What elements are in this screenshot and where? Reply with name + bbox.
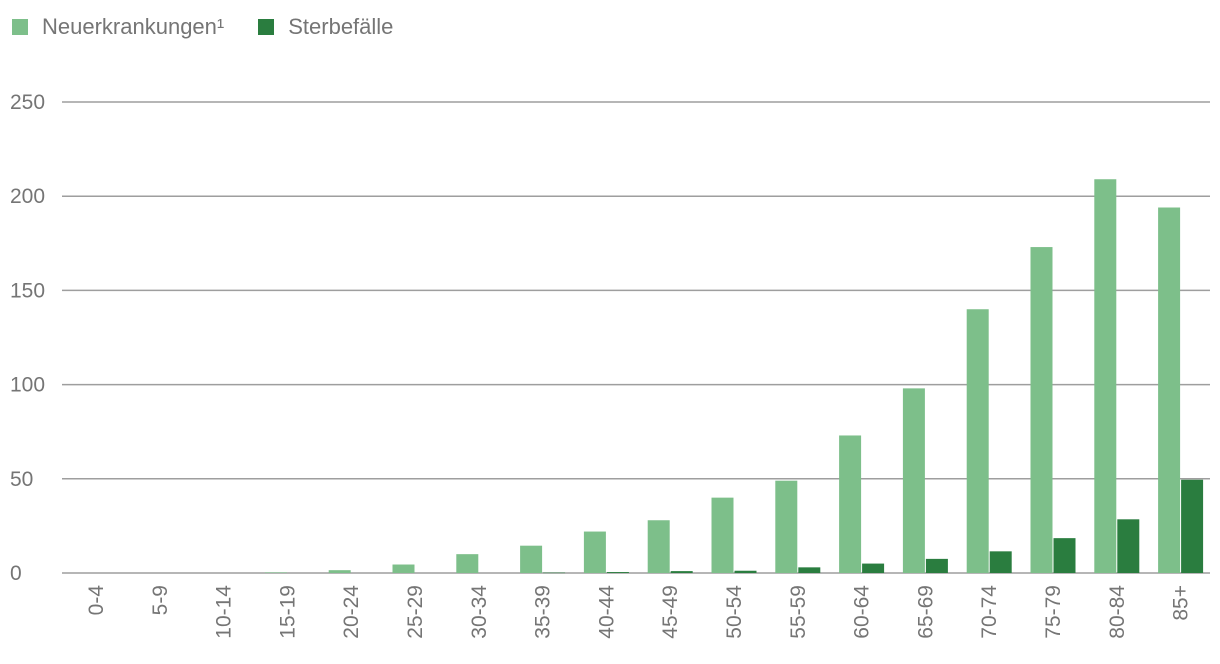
bar-neuerkrankungen-35-39[interactable] — [520, 545, 543, 573]
y-tick-label-0: 0 — [10, 562, 22, 585]
x-tick-label-30-34: 30-34 — [468, 585, 491, 639]
bar-neuerkrankungen-30-34[interactable] — [456, 554, 479, 573]
bar-sterbefaelle-35-39[interactable] — [543, 572, 566, 574]
y-tick-label-200: 200 — [10, 185, 45, 208]
bar-sterbefaelle-40-44[interactable] — [606, 572, 629, 573]
bar-sterbefaelle-80-84[interactable] — [1117, 519, 1140, 573]
legend-swatch-sterbefaelle — [258, 19, 275, 35]
legend-label-sterbefaelle: Sterbefälle — [288, 14, 394, 39]
x-tick-label-10-14: 10-14 — [213, 585, 236, 639]
bar-sterbefaelle-50-54[interactable] — [734, 570, 757, 573]
x-axis-ticks: 0-4 5-9 10-14 15-19 20-24 25-29 30-34 35-39 40-4… — [85, 585, 1193, 639]
x-tick-label-55-59: 55-59 — [787, 585, 810, 639]
x-tick-label-20-24: 20-24 — [340, 585, 363, 639]
bar-sterbefaelle-70-74[interactable] — [989, 551, 1012, 573]
x-tick-label-50-54: 50-54 — [723, 585, 746, 639]
grid-layer — [62, 101, 1210, 574]
x-tick-label-60-64: 60-64 — [851, 585, 874, 639]
x-tick-label-0-4: 0-4 — [85, 585, 108, 616]
bar-neuerkrankungen-25-29[interactable] — [392, 564, 415, 573]
bars — [264, 179, 1204, 574]
bar-sterbefaelle-75-79[interactable] — [1053, 538, 1076, 573]
bar-neuerkrankungen-20-24[interactable] — [328, 570, 351, 573]
x-tick-label-75-79: 75-79 — [1042, 585, 1065, 639]
x-tick-label-5-9: 5-9 — [149, 585, 172, 615]
legend-item-sterbefaelle[interactable]: Sterbefälle — [258, 14, 393, 40]
x-tick-label-40-44: 40-44 — [595, 585, 618, 639]
legend-label-neuerkrankungen: Neuerkrankungen¹ — [42, 14, 225, 39]
x-tick-label-80-84: 80-84 — [1106, 585, 1129, 639]
bar-neuerkrankungen-70-74[interactable] — [966, 309, 989, 573]
bar-neuerkrankungen-80-84[interactable] — [1094, 179, 1117, 573]
bar-sterbefaelle-65-69[interactable] — [925, 558, 948, 573]
x-tick-label-35-39: 35-39 — [532, 585, 555, 639]
bar-sterbefaelle-60-64[interactable] — [862, 563, 885, 573]
x-tick-label-70-74: 70-74 — [978, 585, 1001, 639]
legend-swatch-neuerkrankungen — [12, 19, 28, 35]
x-tick-label-45-49: 45-49 — [659, 585, 682, 639]
bar-neuerkrankungen-15-19[interactable] — [264, 572, 287, 573]
y-tick-label-250: 250 — [10, 91, 45, 114]
bar-neuerkrankungen-45-49[interactable] — [647, 520, 670, 573]
bar-sterbefaelle-55-59[interactable] — [798, 567, 821, 573]
legend-item-neuerkrankungen[interactable]: Neuerkrankungen¹ — [12, 14, 224, 40]
x-tick-label-15-19: 15-19 — [276, 585, 299, 639]
bar-sterbefaelle-45-49[interactable] — [670, 571, 693, 573]
bar-neuerkrankungen-55-59[interactable] — [775, 480, 798, 573]
bar-neuerkrankungen-40-44[interactable] — [583, 531, 606, 573]
y-tick-label-50: 50 — [10, 468, 33, 491]
x-tick-label-65-69: 65-69 — [914, 585, 937, 639]
bar-neuerkrankungen-60-64[interactable] — [839, 435, 862, 573]
bar-neuerkrankungen-65-69[interactable] — [902, 388, 925, 573]
bar-neuerkrankungen-50-54[interactable] — [711, 497, 734, 573]
y-tick-label-150: 150 — [10, 279, 45, 302]
y-tick-label-100: 100 — [10, 374, 45, 397]
bar-neuerkrankungen-75-79[interactable] — [1030, 247, 1053, 573]
legend: Neuerkrankungen¹ Sterbefälle — [12, 12, 393, 42]
y-axis-ticks: 0 50 100 150 200 250 — [10, 91, 45, 585]
bar-sterbefaelle-85+[interactable] — [1181, 479, 1204, 573]
x-tick-label-85+: 85+ — [1170, 585, 1193, 621]
x-tick-label-25-29: 25-29 — [404, 585, 427, 639]
bar-neuerkrankungen-85+[interactable] — [1158, 207, 1181, 573]
